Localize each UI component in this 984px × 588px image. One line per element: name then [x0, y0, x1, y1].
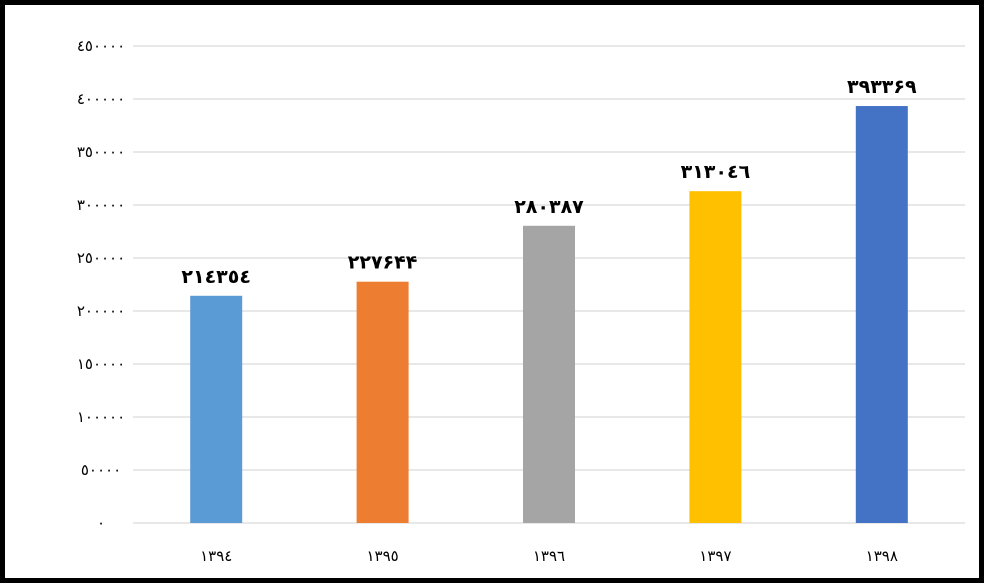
- y-tick-label: ۱٥۰۰۰۰: [77, 355, 125, 373]
- data-label: ۳۱۳۰٤٦: [681, 161, 751, 183]
- x-tick-label: ۱۳۹٦: [533, 547, 565, 565]
- bar-chart: ۰ ٥۰۰۰۰ ۱۰۰۰۰۰ ۱٥۰۰۰۰ ۲۰۰۰۰۰ ۲٥۰۰۰۰ ۳۰۰۰۰۰ ۳٥۰۰…: [77, 37, 965, 565]
- y-tick-label: ۲۰۰۰۰۰: [77, 302, 125, 320]
- x-tick-label: ۱۳۹٤: [200, 547, 232, 565]
- y-tick-label: ۱۰۰۰۰۰: [77, 408, 125, 426]
- y-tick-label: ۳۰۰۰۰۰: [77, 196, 125, 214]
- y-tick-label: ۳٥۰۰۰۰: [77, 143, 125, 161]
- y-tick-label: ٤٥۰۰۰۰: [77, 37, 125, 55]
- y-tick-label: ٥۰۰۰۰: [81, 461, 121, 479]
- y-tick-label: ۲٥۰۰۰۰: [77, 249, 125, 267]
- bar: [689, 191, 742, 523]
- bar: [356, 281, 409, 523]
- bar: [190, 295, 243, 523]
- bar: [855, 106, 908, 523]
- data-label: ۳۹۳۳۶۹: [847, 76, 917, 98]
- bar: [523, 225, 575, 523]
- data-label: ۲۲۷۶۴۴: [348, 252, 418, 274]
- data-label: ۲۸۰۳۸۷: [514, 196, 584, 218]
- x-tick-label: ۱۳۹٥: [366, 547, 398, 565]
- data-label: ۲۱٤۳٥٤: [181, 266, 251, 288]
- x-tick-label: ۱۳۹۸: [866, 547, 898, 565]
- x-tick-label: ۱۳۹۷: [699, 547, 731, 565]
- y-tick-label: ۰: [97, 514, 105, 532]
- y-tick-label: ٤۰۰۰۰۰: [77, 90, 125, 108]
